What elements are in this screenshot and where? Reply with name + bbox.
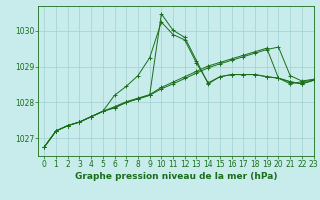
X-axis label: Graphe pression niveau de la mer (hPa): Graphe pression niveau de la mer (hPa) (75, 172, 277, 181)
